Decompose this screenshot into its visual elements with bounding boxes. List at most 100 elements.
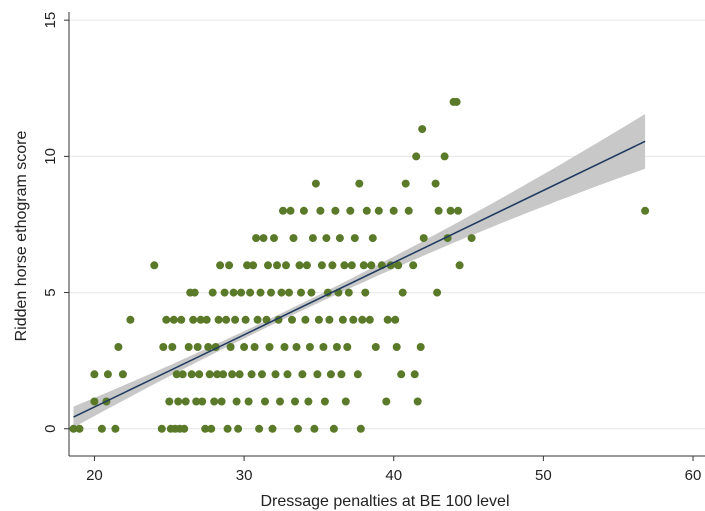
data-point <box>314 315 323 324</box>
data-point <box>397 370 406 379</box>
data-point <box>217 397 226 406</box>
data-point <box>169 315 178 324</box>
data-point <box>174 397 183 406</box>
data-point <box>311 179 320 188</box>
data-point <box>308 234 317 243</box>
data-point <box>202 315 211 324</box>
data-point <box>299 206 308 215</box>
data-point <box>249 261 258 270</box>
data-point <box>159 343 168 351</box>
data-point <box>207 424 216 433</box>
data-point <box>226 343 235 351</box>
data-point <box>276 397 284 406</box>
data-point <box>362 206 371 215</box>
data-point <box>111 424 120 433</box>
data-point <box>326 370 335 379</box>
data-point <box>353 370 362 379</box>
data-point <box>331 206 340 215</box>
data-point <box>404 206 413 215</box>
data-point <box>355 179 364 188</box>
data-point <box>298 370 307 379</box>
data-point <box>162 315 171 324</box>
data-point <box>204 343 213 351</box>
data-point <box>228 370 237 379</box>
data-point <box>240 343 249 351</box>
data-point <box>241 315 250 324</box>
data-point <box>178 370 187 379</box>
data-point <box>320 397 329 406</box>
data-point <box>172 370 181 379</box>
data-point <box>455 261 464 270</box>
data-point <box>177 315 186 324</box>
data-point <box>262 315 271 324</box>
data-point <box>454 206 463 215</box>
confidence-band-area <box>73 114 646 428</box>
data-point <box>341 397 350 406</box>
data-point <box>184 343 193 351</box>
data-point <box>285 288 293 297</box>
data-point <box>359 261 368 270</box>
data-point <box>165 397 174 406</box>
data-point <box>187 370 196 379</box>
data-point <box>310 424 319 433</box>
data-point <box>295 261 304 270</box>
data-point <box>232 397 241 406</box>
data-point <box>446 206 455 215</box>
data-point <box>261 397 269 406</box>
data-point <box>374 206 383 215</box>
data-point <box>349 315 358 324</box>
data-point <box>319 343 328 351</box>
data-point <box>383 315 392 324</box>
data-point <box>201 424 210 433</box>
data-point <box>307 288 316 297</box>
confidence-band <box>73 114 646 428</box>
data-point <box>382 397 391 406</box>
data-point <box>97 424 106 433</box>
data-point <box>219 370 228 379</box>
y-axis-title: Ridden horse ethogram score <box>13 131 30 342</box>
data-point <box>237 288 246 297</box>
data-point <box>431 179 440 188</box>
data-point <box>398 288 407 297</box>
data-point <box>90 397 99 406</box>
data-point <box>279 206 287 215</box>
data-point <box>190 288 199 297</box>
data-point <box>271 370 280 379</box>
data-point <box>301 315 310 324</box>
data-point <box>198 397 207 406</box>
data-point <box>329 424 338 433</box>
data-point <box>289 234 298 243</box>
data-point <box>234 424 243 433</box>
data-point <box>193 343 202 351</box>
data-point <box>358 315 367 324</box>
grid-lines <box>69 19 705 430</box>
data-point <box>244 397 253 406</box>
x-axis-title: Dressage penalties at BE 100 level <box>260 493 509 510</box>
data-point <box>256 288 265 297</box>
data-point <box>356 424 365 433</box>
data-point <box>273 261 281 270</box>
data-point <box>214 315 223 324</box>
data-point <box>196 315 205 324</box>
data-point <box>317 261 326 270</box>
data-point <box>118 370 127 379</box>
data-point <box>189 315 198 324</box>
data-point <box>258 370 266 379</box>
data-point <box>210 397 219 406</box>
data-point <box>337 370 346 379</box>
regression-line <box>73 140 646 418</box>
data-point <box>389 206 398 215</box>
data-point <box>641 206 650 215</box>
data-point <box>340 261 349 270</box>
data-point <box>252 234 261 243</box>
data-point <box>401 179 410 188</box>
axes: 0 5 10 15 20 30 40 50 60 <box>42 12 705 484</box>
fit-line <box>73 140 646 418</box>
data-point <box>371 343 380 351</box>
data-point <box>305 343 314 351</box>
y-tick-label: 0 <box>42 425 59 433</box>
data-point <box>292 343 301 351</box>
data-point <box>391 315 400 324</box>
data-point <box>343 343 352 351</box>
